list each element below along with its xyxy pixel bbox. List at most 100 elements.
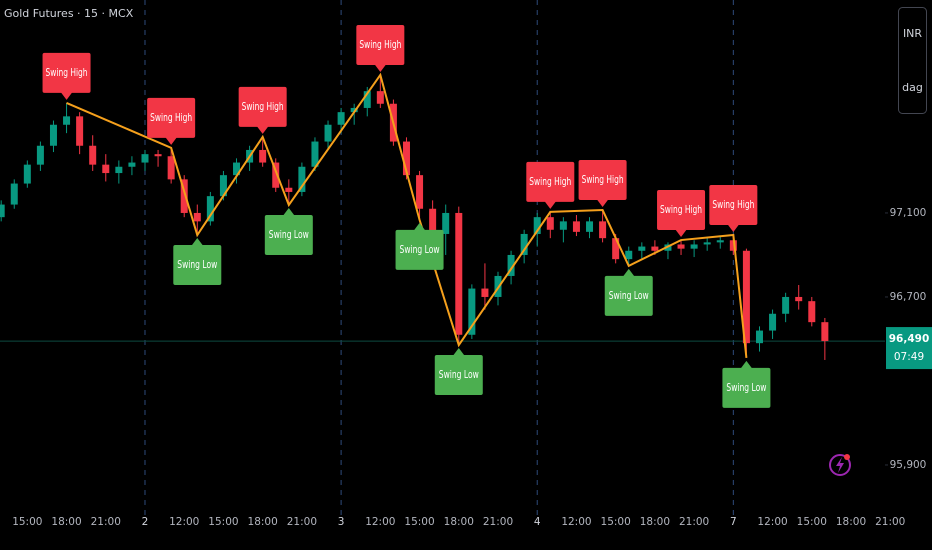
swing-label-box (604, 275, 653, 316)
x-tick-label: 18:00 (51, 516, 81, 528)
alert-icon-bolt (836, 457, 844, 473)
candle-body (546, 217, 554, 230)
x-tick-label: 15:00 (601, 516, 631, 528)
candle-body (808, 301, 816, 323)
swing-label-box (42, 52, 91, 93)
swing-label: Swing Low (269, 229, 309, 241)
candle-body (167, 156, 175, 180)
y-tick-label: 97,100 (890, 207, 927, 219)
candle-body (729, 240, 737, 251)
swing-label: Swing Low (400, 244, 440, 256)
candle-body (298, 166, 306, 192)
alert-icon[interactable] (829, 454, 851, 476)
swing-marker (60, 91, 73, 100)
swing-marker (165, 136, 178, 145)
zigzag-line (66, 72, 748, 358)
swing-marker (413, 222, 426, 231)
candle-body (49, 124, 57, 146)
candle-body (154, 154, 162, 157)
candle-body (677, 244, 685, 249)
x-tick-label: 12:00 (757, 516, 787, 528)
swing-label-box (526, 161, 575, 202)
x-tick-label: 18:00 (640, 516, 670, 528)
y-tick-label: 96,700 (890, 291, 927, 303)
swing-label: Swing High (660, 204, 702, 216)
candle-body (402, 141, 410, 176)
y-tick-label: 95,900 (890, 459, 927, 471)
swing-label-box (264, 214, 313, 255)
candle-body (337, 112, 345, 125)
x-tick-label: 21:00 (875, 516, 905, 528)
swing-label: Swing High (359, 39, 401, 51)
candle-body (559, 221, 567, 230)
candle-body (233, 162, 241, 176)
swing-label: Swing High (150, 112, 192, 124)
countdown-label: 07:49 (894, 351, 924, 363)
candle-body (612, 238, 620, 260)
swing-label: Swing High (46, 67, 88, 79)
candle-body (285, 187, 293, 192)
candle-body (599, 221, 607, 239)
candle-body (206, 196, 214, 222)
candle-body (0, 204, 5, 218)
swing-label-box (238, 86, 287, 127)
swing-label: Swing High (712, 199, 754, 211)
candle-body (115, 166, 123, 174)
x-tick-label: 21:00 (287, 516, 317, 528)
candle-body (782, 296, 790, 314)
candle-body (638, 246, 646, 251)
x-tick-label: 15:00 (208, 516, 238, 528)
candle-body (520, 233, 528, 255)
x-tick-label: 15:00 (12, 516, 42, 528)
grid-layer (0, 0, 885, 520)
labels-layer: Swing High Swing High Swing Low Swing High S… (42, 24, 771, 408)
x-tick-label: 21:00 (679, 516, 709, 528)
unit-box[interactable] (898, 7, 927, 114)
candle-body (23, 164, 31, 184)
candle-body (429, 208, 437, 234)
swing-label: Swing High (529, 176, 571, 188)
candle-body (128, 162, 136, 167)
candle-body (690, 244, 698, 249)
swing-label-box (356, 24, 405, 65)
swing-label: Swing Low (609, 290, 649, 302)
candle-body (102, 164, 110, 174)
currency-label: INR (903, 27, 922, 40)
candle-body (10, 183, 18, 205)
candle-body (36, 145, 44, 165)
x-tick-label: 18:00 (836, 516, 866, 528)
swing-label-box (709, 185, 758, 226)
swing-label: Swing Low (439, 369, 479, 381)
candle-body (572, 221, 580, 232)
axis-layer: 95,900 96,700 97,100 15:00 18:00 21:00 2 12:00 1… (12, 207, 932, 528)
candle-body (625, 250, 633, 260)
x-tick-label: 18:00 (444, 516, 474, 528)
candle-body (63, 116, 71, 125)
candle-body (376, 91, 384, 104)
candle-body (324, 124, 332, 142)
swing-marker (256, 125, 269, 134)
candle-body (481, 288, 489, 297)
candle-body (363, 91, 371, 108)
candle-body (795, 296, 803, 302)
x-tick-label: 21:00 (483, 516, 513, 528)
candle-body (586, 221, 594, 232)
candle-body (180, 179, 188, 213)
swing-marker (374, 63, 387, 72)
candle-body (259, 149, 267, 163)
chart-title: Gold Futures · 15 · MCX (4, 7, 134, 20)
unit-label: dag (902, 81, 923, 94)
candle-body (742, 250, 750, 344)
swing-label: Swing Low (726, 382, 766, 394)
candle-body (651, 246, 659, 251)
candle-body (272, 162, 280, 188)
candle-body (141, 154, 149, 163)
swing-label-box (578, 160, 627, 201)
swing-label-box (434, 355, 483, 396)
swing-marker (740, 360, 753, 369)
candle-body (455, 212, 463, 335)
swing-marker (622, 268, 635, 277)
swing-label: Swing High (242, 101, 284, 113)
